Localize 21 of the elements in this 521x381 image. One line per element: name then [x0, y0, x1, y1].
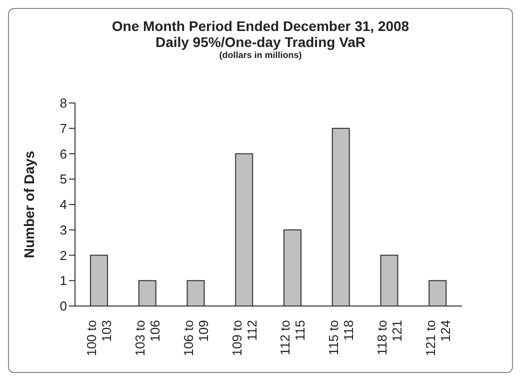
x-tick-label: 115 to 118: [326, 320, 356, 356]
y-tick-label: 1: [60, 273, 67, 288]
x-tick-label: 106 to 109: [180, 320, 211, 356]
y-tick-label: 3: [60, 222, 67, 238]
y-tick-label: 8: [60, 96, 67, 111]
y-tick-label: 2: [60, 248, 67, 263]
x-tick-label: 112 to 115: [278, 320, 308, 356]
y-tick-label: 7: [60, 120, 67, 136]
y-tick-label: 4: [60, 197, 67, 212]
x-tick-label: 121 to 124: [422, 320, 453, 356]
text: (dollars in millions): [218, 50, 303, 60]
x-tick-label: 109 to 112: [229, 320, 260, 356]
chart-title: One Month Period Ended December 31, 2008: [110, 18, 410, 34]
chart-subtitle: Daily 95%/One-day Trading VaR: [154, 34, 367, 50]
y-tick-label: 0: [60, 298, 67, 314]
x-tick-label: 118 to 121: [374, 320, 404, 356]
x-tick-label: 100 to 103: [84, 320, 114, 356]
x-tick-label: 103 to 106: [132, 320, 163, 356]
y-axis-title: Number of Days: [20, 150, 37, 258]
y-tick-label: 6: [60, 146, 67, 162]
y-tick-label: 5: [60, 172, 67, 187]
